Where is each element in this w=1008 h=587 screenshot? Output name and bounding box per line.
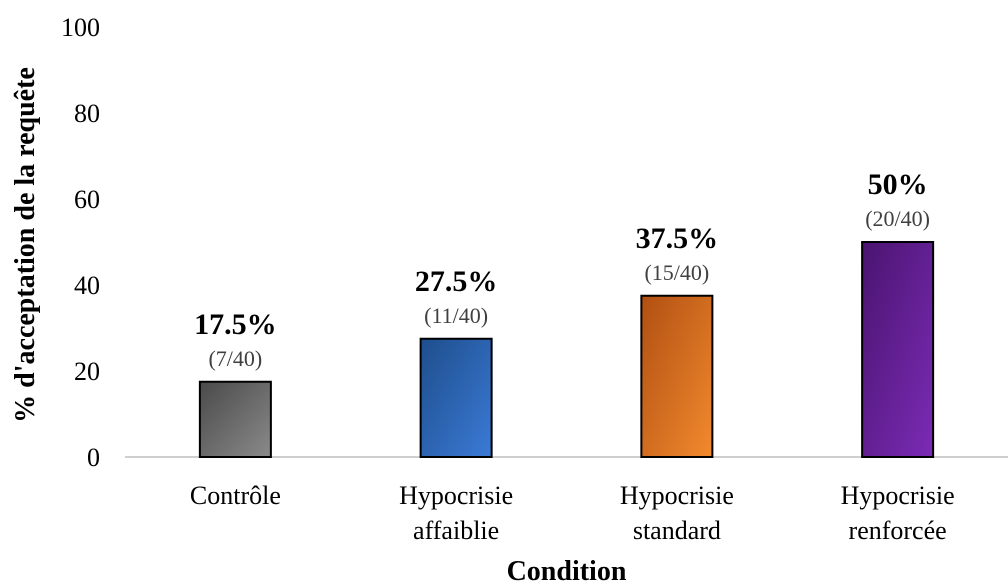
bar: [419, 337, 493, 458]
y-axis-ticks: 0 20 40 60 80 100: [61, 13, 100, 472]
y-axis-title: % d'acceptation de la requête: [10, 67, 41, 423]
bar-count-label: (15/40): [644, 260, 709, 285]
y-tick-label: 40: [74, 271, 100, 300]
y-tick-label: 80: [74, 99, 100, 128]
category-labels: Contrôle Hypocrisie affaiblie Hypocrisie sta…: [190, 481, 955, 545]
category-label: Contrôle: [190, 481, 281, 510]
y-tick-label: 60: [74, 185, 100, 214]
bar: [640, 294, 714, 458]
bar-percent-label: 37.5%: [636, 222, 719, 255]
y-tick-label: 100: [61, 13, 100, 42]
bar-count-label: (7/40): [208, 346, 262, 371]
category-label: affaiblie: [413, 516, 499, 545]
category-label: Hypocrisie: [399, 481, 513, 510]
category-label: Hypocrisie: [620, 481, 734, 510]
bar-count-label: (20/40): [865, 206, 930, 231]
bar: [861, 241, 935, 458]
data-labels: 17.5% (7/40) 27.5% (11/40) 37.5% (15/40) 50% (2…: [194, 168, 930, 371]
bar: [198, 380, 272, 458]
x-axis-title: Condition: [507, 556, 627, 587]
bar-percent-label: 27.5%: [415, 265, 498, 298]
bar-percent-label: 17.5%: [194, 308, 277, 341]
y-tick-label: 0: [87, 443, 100, 472]
category-label: renforcée: [849, 516, 947, 545]
bars: [198, 241, 935, 458]
category-label: Hypocrisie: [841, 481, 955, 510]
bar-count-label: (11/40): [424, 303, 488, 328]
y-tick-label: 20: [74, 357, 100, 386]
category-label: standard: [633, 516, 721, 545]
bar-percent-label: 50%: [868, 168, 928, 201]
